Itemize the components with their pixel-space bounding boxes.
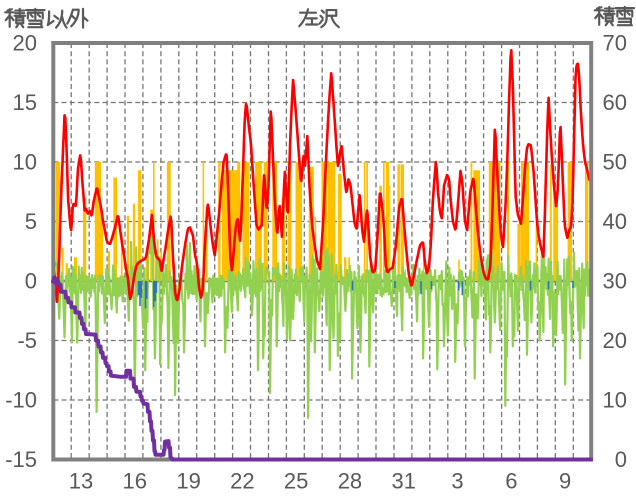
- svg-text:-15: -15: [5, 447, 37, 472]
- svg-text:10: 10: [13, 150, 37, 175]
- svg-text:0: 0: [615, 447, 627, 472]
- svg-text:13: 13: [69, 469, 93, 494]
- svg-text:30: 30: [603, 269, 627, 294]
- svg-text:22: 22: [230, 469, 254, 494]
- svg-text:0: 0: [25, 269, 37, 294]
- svg-text:9: 9: [559, 469, 571, 494]
- svg-text:20: 20: [603, 328, 627, 353]
- svg-text:16: 16: [123, 469, 147, 494]
- svg-text:6: 6: [505, 469, 517, 494]
- svg-text:-10: -10: [5, 388, 37, 413]
- svg-text:15: 15: [13, 90, 37, 115]
- svg-text:10: 10: [603, 388, 627, 413]
- svg-text:3: 3: [451, 469, 463, 494]
- svg-text:31: 31: [391, 469, 415, 494]
- svg-text:60: 60: [603, 90, 627, 115]
- svg-text:40: 40: [603, 209, 627, 234]
- svg-text:-5: -5: [17, 328, 37, 353]
- svg-text:20: 20: [13, 31, 37, 56]
- svg-text:19: 19: [176, 469, 200, 494]
- svg-text:5: 5: [25, 209, 37, 234]
- svg-text:70: 70: [603, 31, 627, 56]
- svg-text:28: 28: [338, 469, 362, 494]
- svg-text:25: 25: [284, 469, 308, 494]
- svg-text:50: 50: [603, 150, 627, 175]
